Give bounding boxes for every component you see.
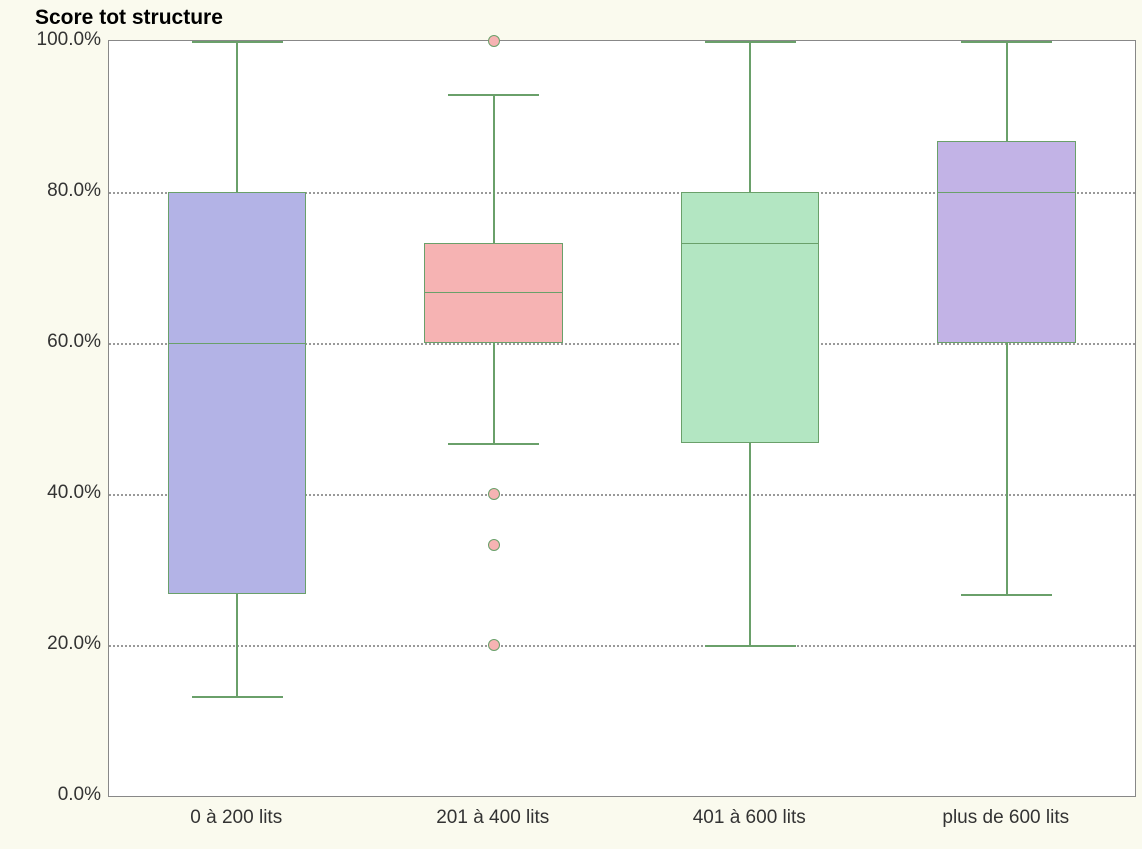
plot-area [108, 40, 1136, 797]
outlier-marker [488, 488, 500, 500]
y-tick-label: 80.0% [33, 180, 101, 202]
whisker-cap-low [448, 443, 539, 445]
y-tick-label: 60.0% [33, 331, 101, 353]
whisker-upper [749, 41, 751, 192]
whisker-upper [493, 94, 495, 243]
y-tick-label: 20.0% [33, 633, 101, 655]
whisker-cap-high [961, 41, 1052, 43]
median-line [168, 343, 307, 344]
whisker-cap-high [192, 41, 283, 43]
y-tick-label: 100.0% [33, 29, 101, 51]
whisker-cap-low [961, 594, 1052, 596]
whisker-cap-high [705, 41, 796, 43]
median-line [937, 192, 1076, 193]
whisker-cap-low [705, 645, 796, 647]
outlier-marker [488, 539, 500, 551]
x-tick-label: 201 à 400 lits [436, 807, 549, 829]
whisker-upper [1006, 41, 1008, 141]
box [168, 192, 307, 594]
outlier-marker [488, 35, 500, 47]
chart-container: Score tot structure 0.0% 20.0% 40.0% 60.0% 8… [0, 0, 1142, 849]
whisker-upper [236, 41, 238, 192]
whisker-lower [493, 343, 495, 443]
median-line [424, 292, 563, 293]
whisker-lower [749, 443, 751, 645]
chart-title: Score tot structure [35, 6, 223, 30]
gridline [109, 645, 1135, 647]
y-tick-label: 0.0% [33, 784, 101, 806]
x-tick-label: plus de 600 lits [942, 807, 1069, 829]
outlier-marker [488, 639, 500, 651]
x-tick-label: 401 à 600 lits [693, 807, 806, 829]
box [937, 141, 1076, 343]
median-line [681, 243, 820, 244]
whisker-lower [236, 594, 238, 695]
x-tick-label: 0 à 200 lits [190, 807, 282, 829]
y-tick-label: 40.0% [33, 482, 101, 504]
whisker-cap-low [192, 696, 283, 698]
whisker-cap-high [448, 94, 539, 96]
box [681, 192, 820, 443]
whisker-lower [1006, 343, 1008, 594]
